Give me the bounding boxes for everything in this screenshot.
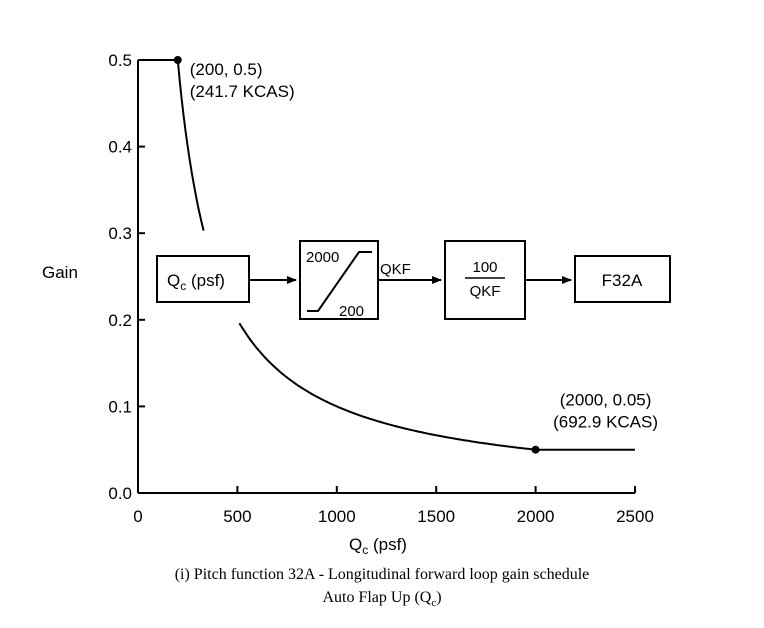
- point-label: (2000, 0.05): [560, 391, 652, 410]
- figure-caption-line1: (i) Pitch function 32A - Longitudinal fo…: [174, 566, 590, 583]
- x-tick-label: 1500: [417, 507, 455, 526]
- y-tick-label: 0.3: [108, 224, 132, 243]
- fraction-denominator: QKF: [470, 283, 501, 300]
- limiter-lower-label: 200: [339, 303, 364, 320]
- qc-input-block: [156, 255, 250, 303]
- output-label: F32A: [602, 271, 643, 290]
- qc-input-label: Qc (psf): [167, 271, 225, 293]
- y-tick-label: 0.4: [108, 138, 132, 157]
- x-tick-label: 2500: [616, 507, 654, 526]
- axis-ticks: 0 500 1000 1500 2000 2500 0.0 0.1 0.2 0.3 0.4 0.5: [108, 51, 654, 526]
- y-tick-label: 0.0: [108, 484, 132, 503]
- annotated-point-marker: [173, 56, 182, 64]
- output-block: [574, 255, 671, 303]
- gain-curve-lower: [238, 322, 635, 451]
- y-tick-label: 0.2: [108, 311, 132, 330]
- annotated-points: (200, 0.5) (241.7 KCAS) (2000, 0.05) (692.9…: [173, 56, 658, 454]
- reciprocal-block: [444, 240, 526, 320]
- x-tick-label: 2000: [517, 507, 555, 526]
- point-label: (200, 0.5): [190, 60, 263, 79]
- x-tick-label: 1000: [318, 507, 356, 526]
- gain-curve-upper: [138, 59, 205, 231]
- x-tick-label: 0: [133, 507, 142, 526]
- limiter-curve: [307, 251, 372, 312]
- x-tick-label: 500: [223, 507, 251, 526]
- y-axis-label: Gain: [42, 263, 78, 282]
- qkf-signal-label: QKF: [380, 261, 411, 278]
- y-tick-label: 0.1: [108, 397, 132, 416]
- point-label-kcas: (241.7 KCAS): [190, 82, 295, 101]
- fraction-numerator: 100: [472, 259, 497, 276]
- limiter-upper-label: 2000: [306, 249, 339, 266]
- block-diagram: Qc (psf) 2000 200 QKF 100 QKF F32A: [156, 240, 671, 320]
- annotated-point-marker: [531, 445, 540, 454]
- figure-caption-line2: Auto Flap Up (Qc): [322, 589, 442, 610]
- x-axis-label: Qc (psf): [349, 535, 407, 557]
- y-tick-label: 0.5: [108, 51, 132, 70]
- point-label-kcas: (692.9 KCAS): [553, 413, 658, 432]
- plot-axes: [137, 60, 635, 494]
